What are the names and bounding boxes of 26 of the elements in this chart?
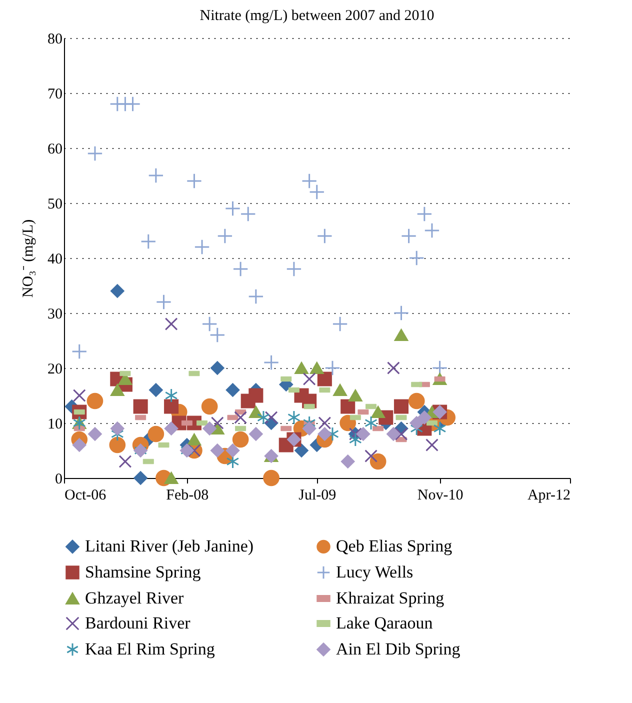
y-tick-label: 60 xyxy=(48,142,62,158)
legend-label: Ghzayel River xyxy=(85,588,184,608)
y-tick-label: 20 xyxy=(48,362,62,378)
y-tick-label: 70 xyxy=(48,86,62,102)
legend-label: Qeb Elias Spring xyxy=(336,536,453,556)
x-tick-label: Nov-10 xyxy=(417,488,464,504)
x-tick-label: Apr-12 xyxy=(527,488,570,504)
legend-label: Khraizat Spring xyxy=(336,588,445,608)
x-tick-label: Oct-06 xyxy=(64,488,107,504)
legend-label: Lake Qaraoun xyxy=(336,614,434,632)
y-tick-label: 80 xyxy=(48,32,62,48)
legend-label: Shamsine Spring xyxy=(85,562,202,582)
legend-label: Ain El Dib Spring xyxy=(336,640,461,658)
y-tick-label: 50 xyxy=(48,196,62,212)
legend-label: Lucy Wells xyxy=(336,562,414,582)
y-tick-label: 40 xyxy=(48,252,62,268)
y-tick-label: 10 xyxy=(48,416,62,432)
chart-title: Nitrate (mg/L) between 2007 and 2010 xyxy=(200,8,434,24)
y-tick-label: 0 xyxy=(55,472,62,488)
legend-label: Bardouni River xyxy=(85,614,191,632)
legend-label: Litani River (Jeb Janine) xyxy=(85,536,254,556)
legend-label: Kaa El Rim Spring xyxy=(85,640,216,658)
x-tick-label: Feb-08 xyxy=(166,488,209,504)
x-tick-label: Jul-09 xyxy=(298,488,336,504)
y-axis-title: NO₃⁻ (mg/L) xyxy=(20,219,36,298)
y-tick-label: 30 xyxy=(48,306,62,322)
